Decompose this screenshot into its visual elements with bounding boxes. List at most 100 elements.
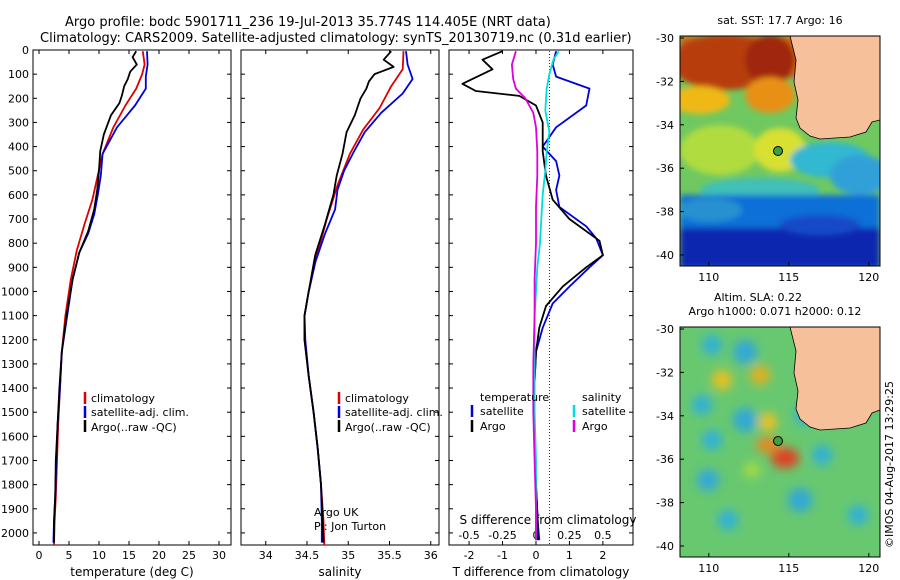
salinity-panel-frame [240,49,440,546]
series-line-salinity-argo [510,50,539,541]
depth-tick-label: 1200 [1,334,29,347]
australia-landmass [789,327,880,431]
depth-tick-label: 1800 [1,479,29,492]
depth-tick-label: 1500 [1,406,29,419]
legend-satellite-label: satellite-adj. clim. [91,406,189,419]
float-position-marker [773,146,783,156]
depth-tick-label: 900 [8,261,29,274]
difference-panel-frame [448,49,634,546]
legend-salinity-heading: salinity [582,391,622,404]
lat-tick-label: -40 [656,540,674,553]
s-diff-tick-label: -0.5 [458,529,479,542]
float-info-line2: PI: Jon Turton [314,520,386,533]
depth-tick-label: 500 [8,165,29,178]
depth-tick-label: 700 [8,213,29,226]
legend-t-satellite-label: satellite [480,405,524,418]
lat-tick-label: -36 [656,162,674,175]
depth-tick-label: 800 [8,237,29,250]
imos-timestamp: ©IMOS 04-Aug-2017 13:29:25 [883,381,896,548]
x-tick-label: 34.5 [295,549,320,562]
depth-tick-label: 2000 [1,527,29,540]
depth-tick-label: 0 [22,44,29,57]
australia-landmass [789,36,880,140]
lon-tick-label: 120 [858,562,879,575]
lat-tick-label: -38 [656,206,674,219]
t-difference-axis-label: T difference from climatology [452,565,630,579]
x-tick-label: -2 [464,549,475,562]
sla-map-frame [679,326,881,558]
float-position-marker [773,436,783,446]
depth-tick-label: 1000 [1,285,29,298]
legend-s-satellite-label: satellite [582,405,626,418]
x-tick-label: 10 [92,549,106,562]
x-tick-label: 15 [122,549,136,562]
x-tick-label: -1 [497,549,508,562]
sla-map-title-line1: Altim. SLA: 0.22 [714,291,802,304]
temperature-axis-label: temperature (deg C) [70,565,193,579]
depth-tick-label: 100 [8,68,29,81]
temperature-profiles [52,50,149,546]
figure-title-line2: Climatology: CARS2009. Satellite-adjuste… [40,31,632,46]
salinity-legend: climatology satellite-adj. clim. Argo(..… [337,392,443,434]
x-tick-label: 34 [259,549,273,562]
lat-tick-label: -30 [656,323,674,336]
legend-s-argo-label: Argo [582,420,608,433]
depth-tick-label: 400 [8,141,29,154]
sst-map [680,36,880,266]
s-diff-tick-label: -0.25 [488,529,516,542]
legend-climatology-label: climatology [91,392,155,405]
salinity-x-axis: 34 34.5 35 35.5 36 [259,50,438,562]
depth-tick-label: 300 [8,116,29,129]
t-difference-x-axis: -2 -1 0 1 2 [464,50,606,562]
series-line-temperature-satellite [533,50,604,541]
x-tick-label: 30 [212,549,226,562]
sst-map-title: sat. SST: 17.7 Argo: 16 [717,14,842,27]
x-tick-label: 0 [36,549,43,562]
s-difference-axis-label: S difference from climatology [460,513,637,527]
s-difference-x-axis: -0.5 -0.25 0 0.25 0.5 [458,529,611,542]
depth-tick-label: 1100 [1,310,29,323]
s-diff-tick-label: 0.5 [594,529,612,542]
figure-title-line1: Argo profile: bodc 5901711_236 19-Jul-20… [65,15,551,30]
s-diff-tick-label: 0.25 [557,529,582,542]
depth-tick-label: 1300 [1,358,29,371]
x-tick-label: 1 [566,549,573,562]
x-tick-label: 25 [182,549,196,562]
legend-t-argo-label: Argo [480,420,506,433]
legend-argo-label: Argo(..raw -QC) [345,421,431,434]
series-line-climatology [53,51,146,546]
depth-tick-label: 1600 [1,430,29,443]
x-tick-label: 0 [532,549,539,562]
lat-tick-label: -36 [656,453,674,466]
difference-profiles [461,50,604,541]
float-info-line1: Argo UK [314,506,359,519]
temperature-x-axis: 0 5 10 15 20 25 30 [36,50,226,562]
salinity-axis-label: salinity [318,565,361,579]
lat-tick-label: -34 [656,119,674,132]
temperature-legend: climatology satellite-adj. clim. Argo(..… [83,392,189,434]
lat-tick-label: -32 [656,75,674,88]
legend-satellite-label: satellite-adj. clim. [345,406,443,419]
salinity-profiles [303,50,414,546]
sla-map-axes: -30 -32 -34 -36 -38 -40 110 115 120 [656,323,879,575]
lon-tick-label: 115 [778,562,799,575]
x-tick-label: 36 [424,549,438,562]
sst-map-frame [679,35,881,267]
lat-tick-label: -38 [656,497,674,510]
x-tick-label: 20 [152,549,166,562]
depth-tick-label: 1900 [1,503,29,516]
x-tick-label: 2 [599,549,606,562]
lat-tick-label: -40 [656,249,674,262]
lon-tick-label: 110 [698,271,719,284]
depth-tick-label: 600 [8,189,29,202]
legend-climatology-label: climatology [345,392,409,405]
x-tick-label: 5 [66,549,73,562]
depth-tick-label: 1400 [1,382,29,395]
depth-tick-label: 1700 [1,454,29,467]
lon-tick-label: 115 [778,271,799,284]
series-line-argo-raw-qc- [303,50,395,543]
lat-tick-label: -30 [656,32,674,45]
sla-map-title-line2: Argo h1000: 0.071 h2000: 0.12 [689,305,862,318]
sla-map [680,327,880,557]
